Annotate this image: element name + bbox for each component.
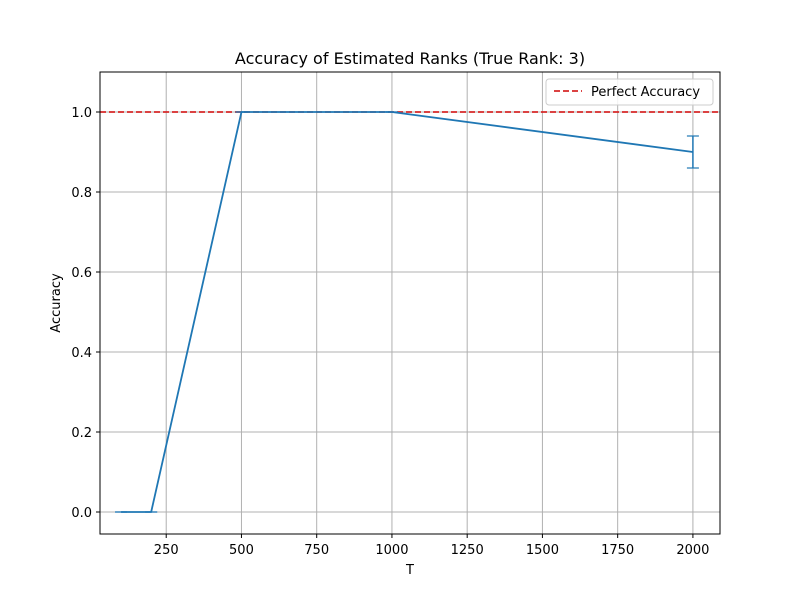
- error-bar: [686, 135, 699, 169]
- y-tick-label: 0.8: [71, 186, 92, 201]
- plot-data: [100, 111, 720, 513]
- y-tick-label: 0.2: [71, 426, 92, 441]
- y-tick-label: 1.0: [71, 106, 92, 121]
- x-tick-label: 1250: [451, 543, 484, 558]
- x-tick-label: 250: [154, 543, 179, 558]
- y-axis-label: Accuracy: [49, 273, 64, 333]
- y-tick-label: 0.6: [71, 266, 92, 281]
- axis-ticks: 250 500 750 1000 1250 1500 1750 2000 0.0 0.2 0.4 0.…: [71, 106, 709, 558]
- legend: Perfect Accuracy: [545, 78, 714, 106]
- x-tick-label: 1500: [526, 543, 559, 558]
- y-tick-label: 0.0: [71, 506, 92, 521]
- chart-title: Accuracy of Estimated Ranks (True Rank: …: [235, 49, 585, 68]
- x-tick-label: 500: [229, 543, 254, 558]
- plot-frame: [99, 71, 721, 535]
- legend-label: Perfect Accuracy: [591, 85, 700, 100]
- x-tick-label: 750: [304, 543, 329, 558]
- x-tick-label: 1750: [601, 543, 634, 558]
- x-tick-label: 1000: [375, 543, 408, 558]
- y-tick-label: 0.4: [71, 346, 92, 361]
- x-axis-label: T: [405, 563, 414, 578]
- legend-box: [545, 78, 714, 106]
- x-tick-label: 2000: [676, 543, 709, 558]
